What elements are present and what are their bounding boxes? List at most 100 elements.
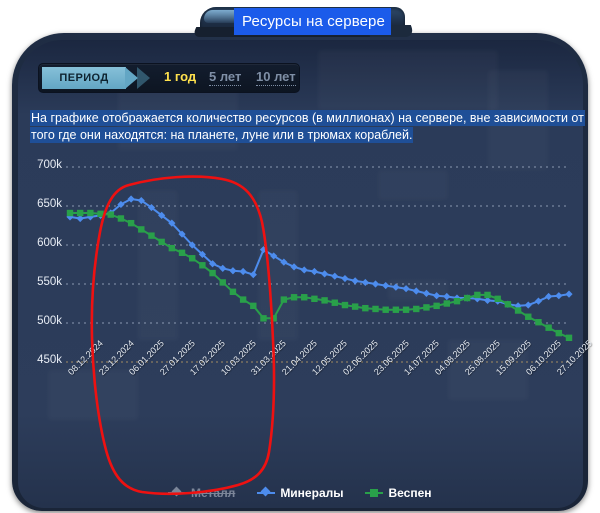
y-axis-tick-label: 450k [37, 354, 62, 366]
data-point-Веспен [250, 302, 257, 310]
data-point-Минералы [534, 297, 543, 305]
data-point-Веспен [443, 300, 450, 307]
period-label: ПЕРИОД [42, 67, 126, 89]
description-span: На графике отображается количество ресур… [30, 110, 585, 143]
data-point-Минералы [239, 267, 247, 276]
y-axis-tick-label: 650k [37, 198, 62, 210]
window-title-tab[interactable]: Ресурсы на сервере [191, 7, 416, 37]
data-point-Веспен [178, 249, 186, 256]
period-arrow-icon [125, 67, 138, 89]
data-point-Веспен [525, 313, 532, 320]
data-point-Минералы [433, 292, 441, 300]
resource-chart: 700k 650k 600k 550k 500k 450k 08.12.2024 23.12… [30, 155, 594, 410]
data-point-Минералы [545, 292, 553, 301]
data-point-Веспен [474, 291, 481, 299]
y-axis-tick-label: 500k [37, 315, 62, 327]
data-point-Веспен [555, 329, 563, 337]
legend-label-metal: Металл [191, 486, 236, 500]
legend-label-vespene: Веспен [388, 486, 432, 500]
data-point-Веспен [127, 219, 135, 227]
data-point-Веспен [209, 269, 216, 277]
legend-label-minerals: Минералы [280, 486, 344, 500]
data-point-Веспен [392, 306, 400, 313]
data-point-Веспен [280, 296, 288, 303]
data-point-Веспен [239, 296, 247, 303]
data-point-Минералы [290, 263, 298, 271]
data-point-Веспен [413, 305, 420, 313]
data-point-Минералы [341, 274, 349, 283]
data-point-Минералы [371, 280, 380, 288]
data-point-Веспен [423, 304, 430, 311]
data-point-Минералы [443, 292, 451, 301]
series-line-Минералы [69, 198, 570, 307]
data-point-Веспен [189, 255, 196, 262]
data-point-Веспен [229, 288, 237, 295]
data-point-Веспен [87, 209, 94, 217]
data-point-Минералы [382, 281, 390, 290]
data-point-Минералы [249, 271, 257, 279]
data-point-Минералы [219, 264, 227, 272]
data-point-Веспен [402, 306, 410, 313]
period-option-10-years[interactable]: 10 лет [256, 69, 296, 86]
data-point-Веспен [158, 238, 165, 246]
data-point-Минералы [361, 278, 369, 287]
data-point-Веспен [199, 262, 206, 269]
data-point-Веспен [341, 301, 349, 309]
title-tab-left-tail [191, 27, 237, 37]
data-point-Веспен [433, 302, 440, 310]
data-point-Веспен [168, 244, 176, 252]
legend-marker-diamond-icon [168, 486, 186, 498]
legend-item-vespene[interactable]: Веспен [365, 486, 432, 500]
period-option-5-years[interactable]: 5 лет [209, 69, 242, 86]
data-point-Веспен [362, 304, 369, 312]
data-point-Минералы [127, 195, 135, 203]
data-point-Веспен [138, 226, 145, 233]
data-point-Минералы [331, 272, 339, 280]
legend-marker-diamond-icon [257, 486, 276, 498]
data-point-Веспен [290, 294, 298, 301]
data-point-Веспен [382, 306, 389, 313]
description-text: На графике отображается количество ресур… [30, 110, 585, 144]
legend-marker-square-icon [365, 488, 384, 498]
legend-item-minerals[interactable]: Минералы [257, 486, 343, 500]
period-option-1-year[interactable]: 1 год [164, 69, 197, 84]
data-point-Веспен [453, 297, 461, 305]
data-point-Веспен [321, 297, 328, 304]
data-point-Веспен [107, 211, 114, 218]
data-point-Веспен [494, 295, 501, 303]
data-point-Веспен [372, 305, 379, 313]
data-point-Веспен [484, 291, 491, 299]
data-point-Минералы [351, 277, 359, 285]
chart-canvas [66, 166, 573, 363]
data-point-Веспен [301, 294, 308, 301]
data-point-Минералы [483, 296, 492, 304]
data-point-Минералы [524, 301, 532, 309]
data-point-Минералы [310, 267, 319, 276]
data-point-Веспен [148, 232, 155, 239]
legend-item-metal[interactable]: Металл [168, 486, 235, 500]
data-point-Веспен [97, 210, 104, 217]
data-point-Минералы [76, 214, 84, 223]
data-point-Минералы [565, 290, 573, 298]
series-line-Веспен [69, 212, 570, 339]
data-point-Минералы [422, 289, 431, 297]
data-point-Веспен [117, 215, 125, 222]
data-point-Веспен [545, 324, 552, 331]
data-point-Минералы [412, 287, 420, 295]
window-title: Ресурсы на сервере [234, 8, 391, 35]
data-point-Минералы [514, 302, 522, 310]
data-point-Минералы [392, 283, 400, 291]
data-point-Веспен [76, 209, 84, 217]
data-point-Веспен [311, 295, 318, 303]
chart-legend: Металл Минералы Веспен [168, 484, 448, 502]
data-point-Минералы [555, 292, 563, 300]
y-axis-tick-label: 600k [37, 237, 62, 249]
data-point-Веспен [331, 299, 338, 306]
data-point-Минералы [229, 267, 237, 275]
data-point-Минералы [473, 295, 481, 303]
period-selector[interactable]: ПЕРИОД 1 год 5 лет 10 лет [38, 63, 300, 93]
data-point-Веспен [504, 301, 512, 308]
data-point-Минералы [320, 270, 329, 278]
data-point-Веспен [351, 303, 359, 310]
data-point-Веспен [270, 315, 277, 322]
